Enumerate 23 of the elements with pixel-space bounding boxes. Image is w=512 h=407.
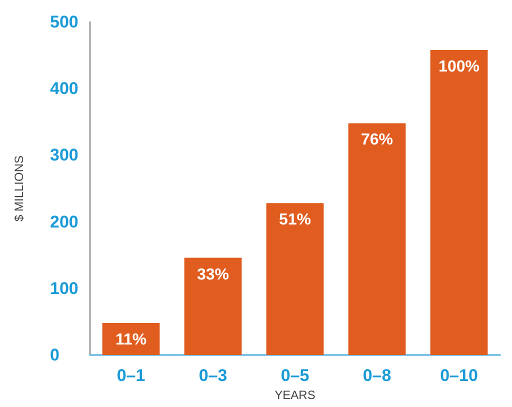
x-tick-label: 0–5 xyxy=(280,366,310,385)
bar xyxy=(102,323,160,355)
y-tick-label: 0 xyxy=(50,346,60,364)
bar xyxy=(266,203,324,355)
y-tick-label: 200 xyxy=(50,212,78,232)
y-tick-label: 100 xyxy=(50,278,78,298)
y-axis-title: $ MILLIONS xyxy=(12,155,26,222)
x-tick-label: 0–3 xyxy=(198,366,228,385)
bar xyxy=(348,123,406,355)
annotation: 76% xyxy=(360,132,394,149)
y-tick-label: 400 xyxy=(50,79,78,98)
y-tick-label: 500 xyxy=(50,12,78,32)
annotation: 33% xyxy=(196,266,230,284)
x-tick-label: 0–1 xyxy=(116,366,146,385)
x-axis-title: YEARS xyxy=(274,388,316,402)
y-tick-label: 300 xyxy=(50,146,78,165)
bar xyxy=(184,258,242,355)
annotation: 51% xyxy=(278,212,312,229)
x-tick-label: 0–10 xyxy=(440,366,478,385)
x-tick-label: 0–8 xyxy=(362,366,392,385)
annotation: 100% xyxy=(438,58,480,76)
bar xyxy=(430,50,488,355)
annotation: 11% xyxy=(115,332,147,349)
